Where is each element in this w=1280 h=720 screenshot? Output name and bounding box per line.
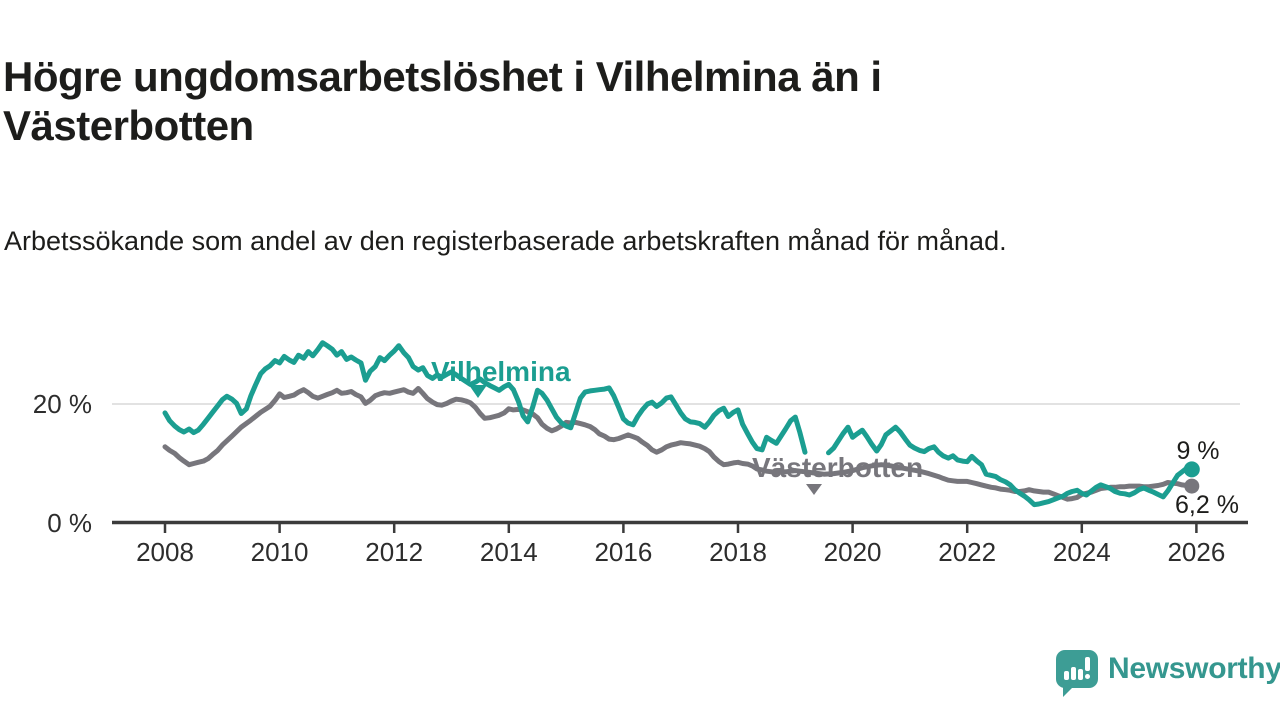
series-lines <box>162 340 1195 508</box>
newsworthy-logo: Newsworthy <box>1056 650 1280 697</box>
x-tick-label: 2016 <box>594 537 653 567</box>
end-dot-vilhelmina <box>1183 461 1200 478</box>
bar-chart-speech-bubble-icon <box>1056 650 1098 697</box>
logo-bar-1 <box>1064 671 1069 680</box>
x-tick-label: 2018 <box>709 537 767 567</box>
triangle-down-marker-vilhelmina <box>469 385 487 398</box>
speech-bubble-tail <box>1063 687 1073 697</box>
series-line-västerbotten <box>162 386 1195 502</box>
logo-bar-2 <box>1071 667 1076 680</box>
end-dot-västerbotten <box>1184 478 1200 494</box>
triangle-down-marker-vasterbotten <box>806 484 822 495</box>
chart-subtitle: Arbetssökande som andel av den registerb… <box>4 226 1007 256</box>
series-label-vasterbotten: Västerbotten <box>752 452 924 483</box>
x-tick-label: 2008 <box>136 537 194 567</box>
logo-exclamation-bar <box>1085 657 1090 671</box>
x-tick-label: 2014 <box>479 537 538 567</box>
x-tick-label: 2022 <box>938 537 997 567</box>
x-tick-label: 2026 <box>1167 537 1226 567</box>
end-value-label-vasterbotten: 6,2 % <box>1175 491 1239 519</box>
x-tick-label: 2020 <box>823 537 882 567</box>
x-axis-ticks <box>163 523 1198 533</box>
logo-wordmark: Newsworthy <box>1108 652 1280 685</box>
x-tick-label: 2010 <box>250 537 309 567</box>
y-axis-label-20: 20 % <box>32 389 92 419</box>
series-line-vilhelmina <box>162 340 1195 508</box>
x-tick-label: 2012 <box>365 537 424 567</box>
end-value-label-vilhelmina: 9 % <box>1176 437 1220 465</box>
series-end-dots <box>1183 461 1200 494</box>
y-axis-label-0: 0 % <box>47 508 92 538</box>
logo-bar-3 <box>1078 669 1083 680</box>
series-label-vilhelmina: Vilhelmina <box>431 356 571 387</box>
logo-exclamation-dot <box>1085 674 1090 679</box>
x-tick-label: 2024 <box>1052 537 1111 567</box>
page-title: Högre ungdomsarbetslöshet i Vilhelmina ä… <box>3 53 882 150</box>
